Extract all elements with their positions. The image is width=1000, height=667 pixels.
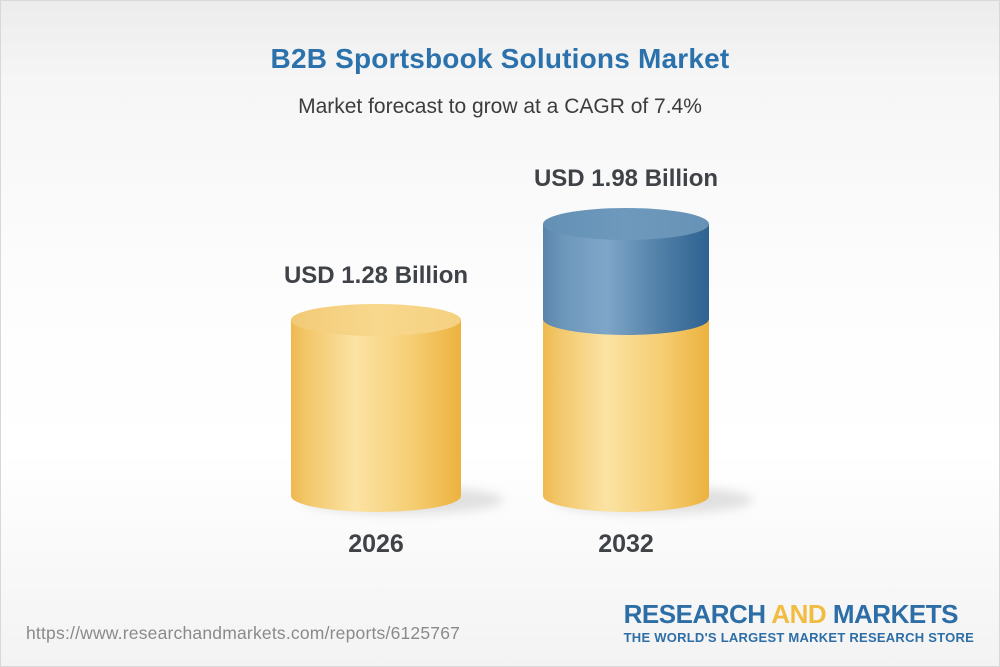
bar-2026-cylinder bbox=[291, 304, 461, 512]
axis-label-2032: 2032 bbox=[598, 530, 654, 558]
report-url: https://www.researchandmarkets.com/repor… bbox=[26, 623, 461, 643]
value-label-2026: USD 1.28 Billion bbox=[283, 262, 469, 289]
logo-word-research: RESEARCH bbox=[623, 599, 766, 629]
chart-subtitle: Market forecast to grow at a CAGR of 7.4… bbox=[298, 95, 702, 118]
chart-title: B2B Sportsbook Solutions Market bbox=[270, 43, 730, 74]
bar-2032-growth-segment bbox=[543, 224, 709, 335]
value-label-2032: USD 1.98 Billion bbox=[533, 165, 719, 192]
logo-tagline: THE WORLD'S LARGEST MARKET RESEARCH STOR… bbox=[623, 629, 974, 645]
bar-2032-base-segment bbox=[543, 319, 709, 512]
bar-2032-cylinder bbox=[543, 208, 709, 512]
bar-2032-top bbox=[543, 208, 709, 240]
logo-word-markets: MARKETS bbox=[832, 599, 959, 629]
bar-2026-body bbox=[291, 320, 461, 512]
bar-2026-top bbox=[291, 304, 461, 336]
research-and-markets-logo: RESEARCH AND MARKETS THE WORLD'S LARGEST… bbox=[624, 600, 974, 645]
logo-wordmark: RESEARCH AND MARKETS bbox=[624, 600, 974, 629]
axis-label-2026: 2026 bbox=[348, 530, 404, 558]
logo-word-and: AND bbox=[771, 599, 827, 629]
